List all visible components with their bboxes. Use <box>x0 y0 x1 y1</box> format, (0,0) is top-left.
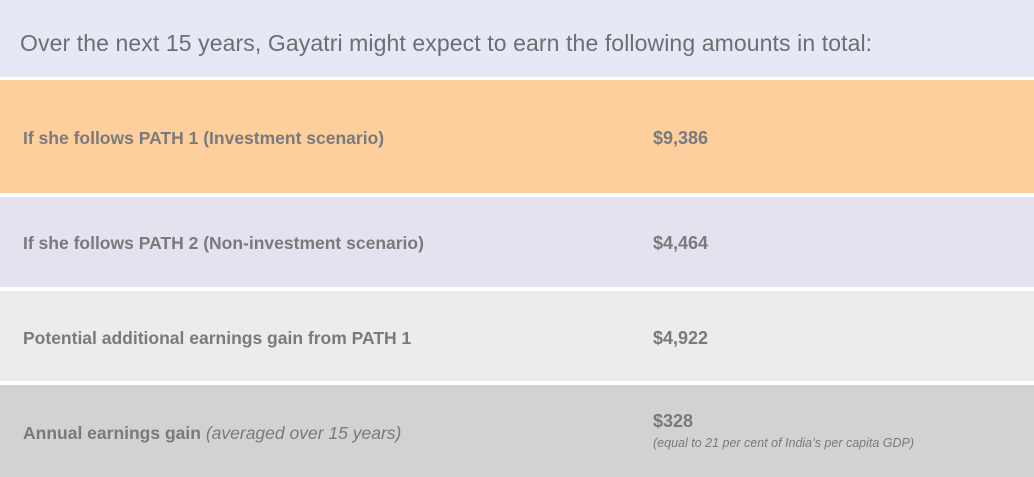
row-label-main: Annual earnings gain <box>23 423 201 443</box>
row-value: $4,922 <box>653 328 709 348</box>
table-header: Over the next 15 years, Gayatri might ex… <box>0 0 1034 77</box>
row-label-suffix: (averaged over 15 years) <box>205 423 402 443</box>
table-title: Over the next 15 years, Gayatri might ex… <box>20 30 873 56</box>
row-label: Potential additional earnings gain from … <box>23 328 412 348</box>
table-row-path-1: If she follows PATH 1 (Investment scenar… <box>0 80 1034 193</box>
row-note: (equal to 21 per cent of India’s per cap… <box>653 436 915 450</box>
row-value: $9,386 <box>653 128 709 148</box>
row-label: If she follows PATH 1 (Investment scenar… <box>23 128 385 148</box>
row-label: Annual earnings gain (averaged over 15 y… <box>23 423 401 444</box>
table-row-additional-gain: Potential additional earnings gain from … <box>0 291 1034 381</box>
row-label: If she follows PATH 2 (Non-investment sc… <box>23 233 424 253</box>
row-value: $328 <box>653 411 694 431</box>
table-row-annual-gain: Annual earnings gain (averaged over 15 y… <box>0 385 1034 477</box>
row-value: $4,464 <box>653 233 709 253</box>
table-row-path-2: If she follows PATH 2 (Non-investment sc… <box>0 197 1034 287</box>
